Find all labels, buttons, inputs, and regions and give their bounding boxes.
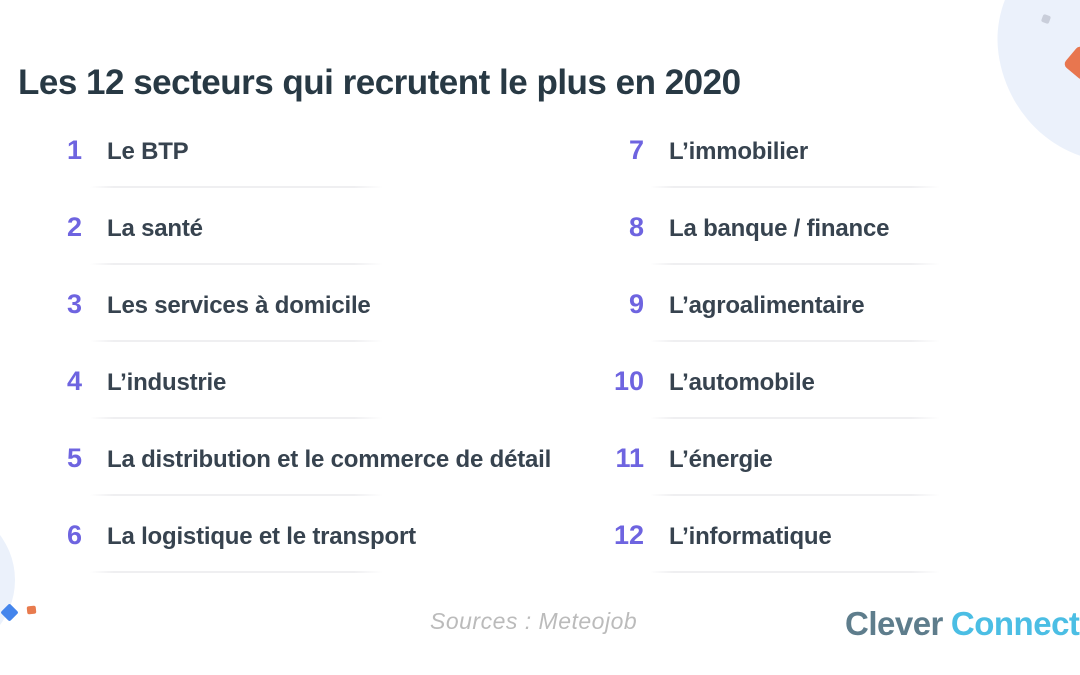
sector-rank: 1 <box>66 135 82 165</box>
sector-rank: 3 <box>66 289 82 319</box>
sector-rank: 2 <box>66 212 82 242</box>
cleverconnect-logo: Clever Connect <box>845 605 1080 643</box>
sector-label: L’agroalimentaire <box>669 292 865 319</box>
sector-label: L’énergie <box>669 446 773 473</box>
sector-rank: 8 <box>628 212 644 242</box>
page-title: Les 12 secteurs qui recrutent le plus en… <box>18 63 741 103</box>
divider <box>650 340 940 342</box>
list-item: 10 L’automobile <box>604 347 1044 419</box>
logo-word-clever: Clever <box>845 605 943 642</box>
sector-list-left: 1 Le BTP 2 La santé 3 Les services à dom… <box>42 116 582 578</box>
list-item: 4 L’industrie <box>42 347 582 419</box>
list-item: 5 La distribution et le commerce de déta… <box>42 424 582 496</box>
list-item: 9 L’agroalimentaire <box>604 270 1044 342</box>
list-item: 2 La santé <box>42 193 582 265</box>
sector-rank: 4 <box>66 366 82 396</box>
small-orange-square-icon <box>26 605 37 615</box>
divider <box>650 263 940 265</box>
sector-label: La logistique et le transport <box>107 523 416 550</box>
divider <box>650 186 940 188</box>
divider <box>650 571 940 573</box>
divider <box>90 263 383 265</box>
sector-label: Le BTP <box>107 138 189 165</box>
list-item: 3 Les services à domicile <box>42 270 582 342</box>
blob-bottom-left <box>0 505 15 655</box>
sector-rank: 7 <box>628 135 644 165</box>
sector-rank: 9 <box>628 289 644 319</box>
sector-label: L’informatique <box>669 523 832 550</box>
sector-rank: 5 <box>66 443 82 473</box>
divider <box>650 417 940 419</box>
sector-rank: 10 <box>613 366 644 396</box>
sector-label: La distribution et le commerce de détail <box>107 446 552 473</box>
divider <box>90 571 383 573</box>
list-item: 6 La logistique et le transport <box>42 501 582 573</box>
sector-label: La banque / finance <box>669 215 890 242</box>
sector-label: La santé <box>107 215 203 242</box>
sector-rank: 12 <box>613 520 644 550</box>
sector-label: L’immobilier <box>669 138 808 165</box>
divider <box>90 417 383 419</box>
sector-list-right: 7 L’immobilier 8 La banque / finance 9 L… <box>604 116 1044 578</box>
sector-label: Les services à domicile <box>107 292 371 319</box>
logo-word-connect: Connect <box>950 605 1080 642</box>
divider <box>650 494 940 496</box>
sector-rank: 6 <box>66 520 82 550</box>
list-item: 7 L’immobilier <box>604 116 1044 188</box>
sector-label: L’industrie <box>107 369 227 396</box>
sector-label: L’automobile <box>669 369 815 396</box>
divider <box>90 494 383 496</box>
list-item: 1 Le BTP <box>42 116 582 188</box>
sector-rank: 11 <box>615 443 644 473</box>
divider <box>90 340 383 342</box>
list-item: 11 L’énergie <box>604 424 1044 496</box>
list-item: 8 La banque / finance <box>604 193 1044 265</box>
divider <box>90 186 383 188</box>
list-item: 12 L’informatique <box>604 501 1044 573</box>
sources-caption: Sources : Meteojob <box>430 608 638 634</box>
